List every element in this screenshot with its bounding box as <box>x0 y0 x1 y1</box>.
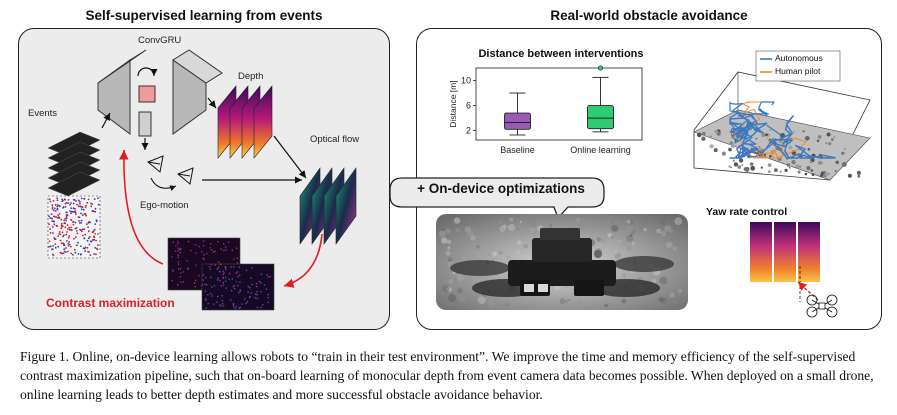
right-panel-title: Real-world obstacle avoidance <box>550 8 748 23</box>
y-tick-label: 6 <box>466 101 471 111</box>
callout-text: + On-device optimizations <box>417 181 585 196</box>
encoder-top <box>97 49 147 84</box>
convgru-label: ConvGRU <box>138 35 182 46</box>
event-points <box>48 197 100 257</box>
yaw-rate-label: Yaw rate control <box>706 206 788 218</box>
events-label: Events <box>28 108 58 119</box>
pose-cell <box>138 111 152 137</box>
y-axis-label: Distance [m] <box>448 80 458 127</box>
ego-motion-label: Ego-motion <box>140 200 189 211</box>
warped-events-2 <box>201 263 275 311</box>
drone-top-icon <box>806 294 838 318</box>
y-tick-label: 10 <box>461 76 471 86</box>
warped-texture <box>171 240 271 309</box>
flow-stack <box>299 167 357 245</box>
flow-to-contrast-arrow <box>283 233 323 288</box>
legend-human-pilot: Human pilot <box>775 66 821 76</box>
box <box>504 112 531 130</box>
contrast-maximization-label: Contrast maximization <box>46 296 175 310</box>
box <box>587 105 614 130</box>
camera-icon <box>147 155 194 185</box>
yaw-rate-diagram <box>750 222 838 318</box>
outlier-point <box>597 65 604 71</box>
recurrent-arrow <box>137 67 158 77</box>
decoder-top <box>172 49 223 84</box>
pipeline-diagram <box>47 49 357 311</box>
legend-box <box>755 50 841 82</box>
left-panel-title: Self-supervised learning from events <box>85 8 323 23</box>
depth-label: Depth <box>238 71 264 82</box>
y-tick-label: 2 <box>466 126 471 136</box>
drone-photo <box>436 214 688 310</box>
contrast-to-network-arrow <box>119 149 164 265</box>
drone-icon <box>450 228 674 297</box>
depth-stack <box>217 85 273 159</box>
category-label: Baseline <box>500 145 535 155</box>
category-label: Online learning <box>570 145 631 155</box>
figure-caption: Figure 1. Online, on-device learning all… <box>20 349 874 402</box>
trajectory-plot <box>693 50 871 181</box>
legend-autonomous: Autonomous <box>775 53 823 63</box>
convgru-cell <box>138 85 156 103</box>
optical-flow-label: Optical flow <box>310 134 360 145</box>
chart-title: Distance between interventions <box>478 48 644 60</box>
plot-frame <box>475 67 643 141</box>
callout-bubble <box>389 177 605 220</box>
